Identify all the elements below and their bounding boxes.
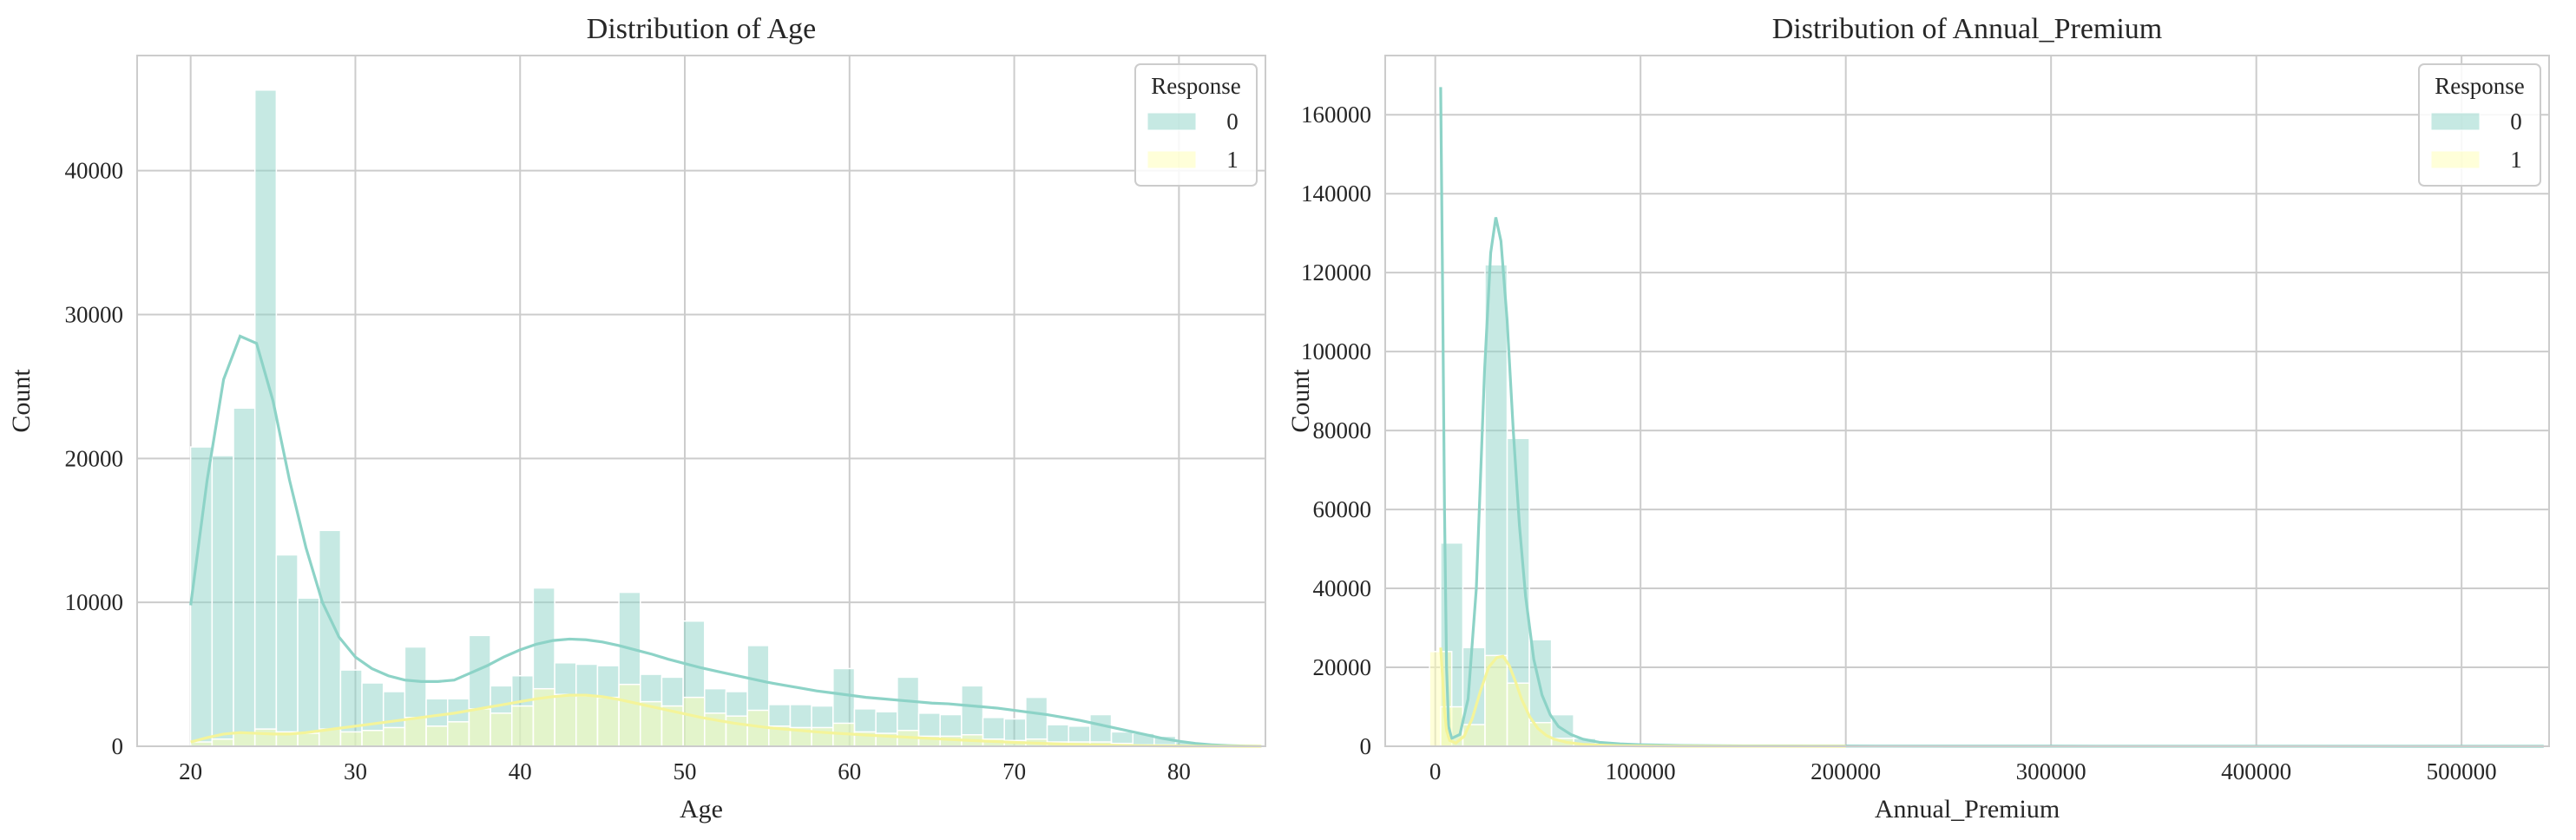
plot-area [1385, 56, 2549, 746]
y-tick-label: 160000 [1301, 102, 1371, 128]
y-axis-label: Count [7, 369, 36, 433]
histogram-bar-series-1 [1506, 682, 1530, 747]
y-tick-label: 20000 [1313, 654, 1372, 680]
y-tick-label: 80000 [1313, 417, 1372, 443]
histogram-bar-series-1 [575, 695, 599, 747]
histogram-bar-series-1 [361, 730, 384, 747]
histogram-bar-series-1 [339, 731, 363, 747]
histogram-bar-series-1 [490, 712, 513, 747]
legend-swatch-1 [1147, 150, 1197, 169]
plot-frame [136, 55, 1266, 747]
histogram-bar-series-0 [211, 455, 234, 747]
x-tick-label: 0 [1429, 758, 1442, 784]
x-axis-label: Age [680, 795, 723, 824]
x-tick-label: 70 [1002, 758, 1026, 784]
x-tick-label: 100000 [1606, 758, 1676, 784]
legend-title: Response [2435, 73, 2525, 99]
histogram-bar-series-1 [682, 696, 706, 747]
x-tick-label: 300000 [2016, 758, 2086, 784]
histogram-bar-series-1 [404, 717, 427, 747]
y-tick-label: 120000 [1301, 259, 1371, 285]
histogram-bar-series-1 [1528, 721, 1553, 747]
histogram-bar-series-0 [318, 529, 342, 747]
x-tick-label: 60 [838, 758, 861, 784]
legend-label-1: 1 [1226, 147, 1239, 173]
plot-frame [1384, 55, 2550, 747]
x-tick-label: 500000 [2427, 758, 2497, 784]
legend: Response 0 1 [1134, 63, 1258, 187]
kde-line-series-0 [189, 334, 1262, 748]
x-tick-label: 400000 [2221, 758, 2291, 784]
y-tick-label: 140000 [1301, 180, 1371, 207]
x-tick-label: 20 [179, 758, 202, 784]
histogram-bar-series-0 [297, 597, 320, 747]
histogram-bar-series-1 [253, 728, 278, 747]
histogram-bar-series-0 [1089, 713, 1113, 747]
histogram-bar-series-0 [275, 554, 299, 747]
histogram-bar-series-0 [253, 89, 278, 747]
x-tick-label: 30 [344, 758, 367, 784]
histogram-bar-series-1 [596, 696, 620, 747]
legend-swatch-0 [2430, 112, 2481, 131]
y-axis-label: Count [1286, 369, 1315, 433]
histogram-bar-series-1 [511, 705, 535, 747]
histogram-bar-series-1 [297, 732, 320, 747]
histogram-bar-series-1 [468, 708, 491, 747]
histogram-bar-series-1 [446, 721, 470, 747]
histogram-bar-series-1 [211, 738, 234, 747]
histogram-bar-series-1 [1462, 724, 1486, 747]
histogram-bar-series-1 [725, 715, 748, 747]
age-histogram-chart: 20 30 40 50 60 70 80 0 10000 20000 30000 40000 Distr… [7, 13, 1266, 824]
histogram-bar-series-1 [554, 693, 577, 747]
chart-title: Distribution of Annual_Premium [1772, 13, 2163, 45]
histogram-bar-series-0 [1025, 696, 1048, 747]
legend-title: Response [1151, 73, 1241, 99]
y-tick-label: 30000 [65, 302, 124, 328]
kde-line-series-1 [190, 693, 1262, 748]
legend-label-1: 1 [2510, 147, 2522, 173]
histogram-bar-series-1 [425, 725, 449, 747]
legend: Response 0 1 [2418, 63, 2541, 187]
histogram-bar-series-0 [189, 446, 214, 747]
x-tick-label: 40 [509, 758, 532, 784]
legend-swatch-0 [1147, 112, 1197, 131]
histogram-bar-series-1 [382, 726, 406, 747]
histogram-bar-series-1 [233, 732, 256, 747]
legend-label-0: 0 [2510, 108, 2522, 135]
y-tick-label: 0 [1360, 733, 1372, 759]
x-axis-label: Annual_Premium [1875, 795, 2060, 824]
chart-title: Distribution of Age [587, 13, 816, 45]
y-tick-label: 40000 [1313, 575, 1372, 601]
y-tick-label: 100000 [1301, 338, 1371, 364]
x-tick-label: 50 [674, 758, 697, 784]
legend-label-0: 0 [1226, 108, 1239, 135]
legend-swatch-1 [2430, 150, 2481, 169]
x-tick-label: 200000 [1810, 758, 1881, 784]
y-tick-label: 40000 [65, 158, 124, 184]
annual-premium-histogram-chart: 0 100000 200000 300000 400000 500000020000400… [1286, 13, 2550, 824]
y-tick-label: 10000 [65, 589, 124, 615]
y-tick-label: 60000 [1313, 496, 1372, 522]
x-tick-label: 80 [1167, 758, 1191, 784]
histogram-bar-series-0 [233, 407, 256, 747]
histogram-bar-series-1 [618, 683, 641, 747]
y-tick-label: 20000 [65, 445, 124, 471]
y-tick-label: 0 [112, 733, 124, 759]
